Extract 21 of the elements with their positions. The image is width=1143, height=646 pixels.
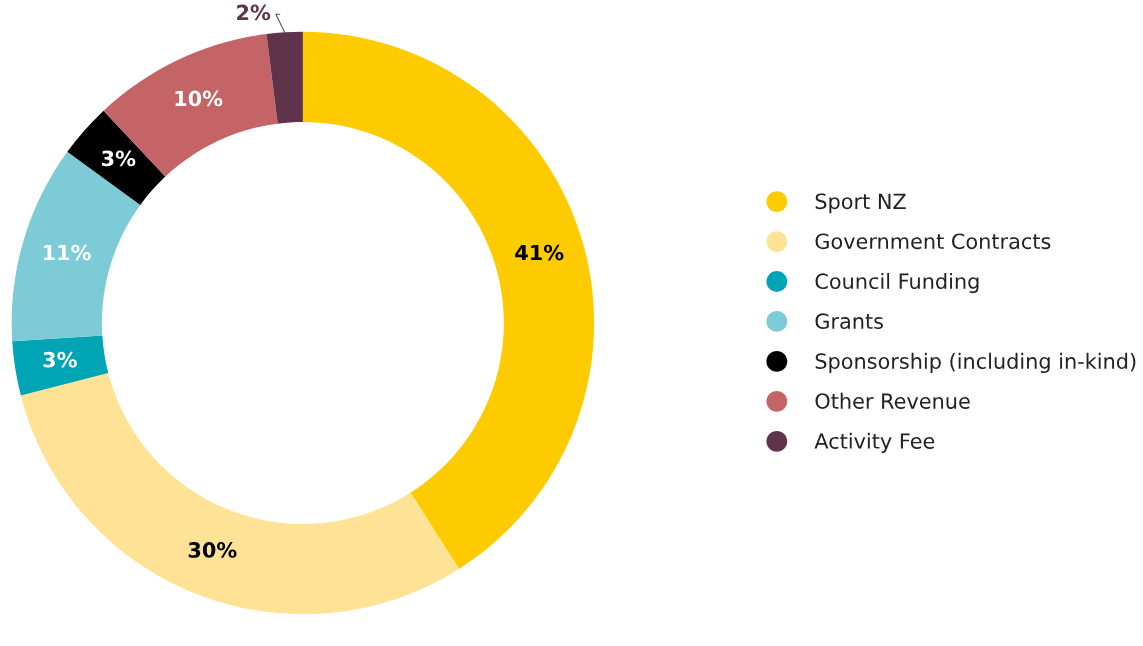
legend-label: Government Contracts: [815, 233, 1051, 250]
legend-label: Activity Fee: [814, 432, 935, 453]
legend-label: Sponsorship (including in-kind): [815, 352, 1136, 374]
donut-slice: [20, 372, 459, 615]
data-label: 11%: [43, 244, 91, 261]
data-label: 41%: [515, 244, 564, 261]
data-label: 30%: [188, 542, 237, 558]
donut-slice: [266, 31, 303, 124]
legend-label: Council Funding: [815, 272, 979, 294]
data-label: 3%: [43, 351, 77, 368]
data-label: 3%: [102, 150, 136, 167]
donut-slice: [12, 335, 109, 396]
donut-slice: [67, 110, 166, 205]
legend-label: Grants: [815, 313, 883, 330]
legend-label: Other Revenue: [815, 392, 970, 409]
donut-slice: [103, 34, 278, 177]
data-label: 10%: [175, 90, 223, 107]
donut-slice: [11, 151, 141, 342]
data-label: 2%: [237, 4, 271, 21]
legend-label: Sport NZ: [815, 193, 906, 214]
donut-slice: [302, 31, 595, 569]
